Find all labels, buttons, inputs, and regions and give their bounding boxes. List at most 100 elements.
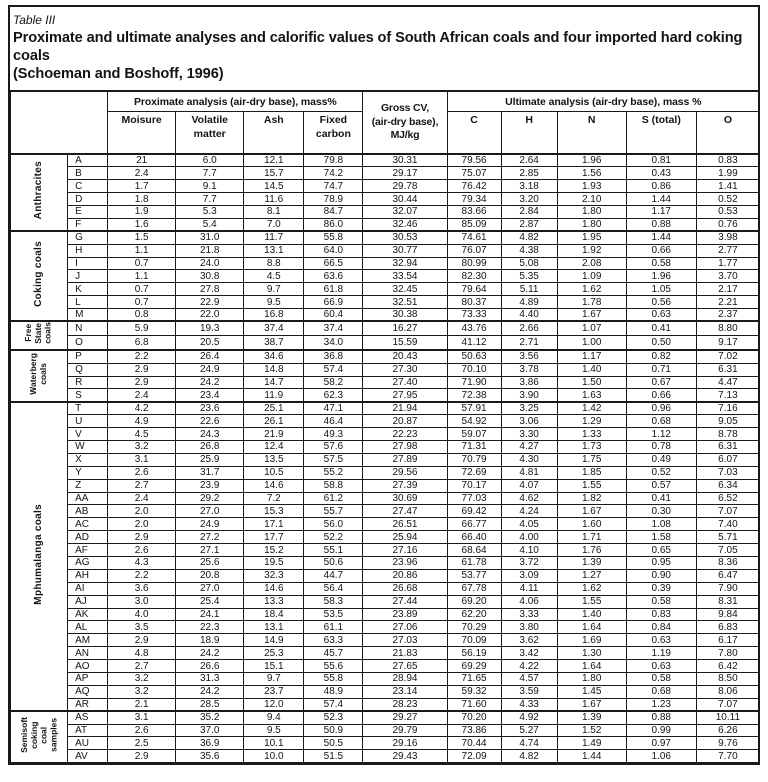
cell-nitrogen: 1.67 xyxy=(556,504,627,519)
cell-nitrogen: 1.50 xyxy=(556,375,627,390)
cell-ash: 15.3 xyxy=(243,504,305,519)
cell-carbon: 77.03 xyxy=(446,491,502,506)
cell-moisture: 4.3 xyxy=(107,555,177,570)
cell-carbon: 70.79 xyxy=(446,452,502,467)
row-id: M xyxy=(67,308,109,322)
cell-moisture: 3.2 xyxy=(107,671,177,686)
cell-hydrogen: 4.22 xyxy=(500,659,558,673)
cell-ash: 12.0 xyxy=(243,697,305,712)
cell-sulphur-total: 0.88 xyxy=(625,710,697,725)
row-id: D xyxy=(67,192,109,206)
cell-carbon: 79.64 xyxy=(446,282,502,297)
cell-sulphur-total: 0.56 xyxy=(625,295,697,310)
header-sub-row: Moisure Volatile matter Ash Fixed carbon… xyxy=(11,111,761,155)
row-id: AQ xyxy=(67,684,109,699)
row-id: Y xyxy=(67,465,109,480)
cell-hydrogen: 4.10 xyxy=(500,543,558,557)
cell-nitrogen: 1.60 xyxy=(556,517,627,532)
cell-ash: 11.6 xyxy=(243,192,305,206)
cell-nitrogen: 1.76 xyxy=(556,543,627,557)
cell-oxygen: 6.31 xyxy=(695,362,761,377)
cell-moisture: 2.9 xyxy=(107,375,177,390)
cell-fixed-carbon: 37.4 xyxy=(303,320,364,337)
cell-ash: 34.6 xyxy=(243,349,305,364)
cell-volatile-matter: 25.6 xyxy=(175,555,245,570)
table-row: AT 2.6 37.0 9.5 50.9 29.79 73.86 5.27 1.52 0.99 6.… xyxy=(11,723,761,738)
cell-gross-cv: 23.96 xyxy=(362,555,448,570)
cell-hydrogen: 3.62 xyxy=(500,633,558,648)
cell-sulphur-total: 0.49 xyxy=(625,452,697,467)
cell-moisture: 2.9 xyxy=(107,530,177,545)
cell-nitrogen: 1.30 xyxy=(556,646,627,661)
cell-ash: 9.7 xyxy=(243,282,305,297)
cell-gross-cv: 29.79 xyxy=(362,723,448,738)
row-group-label: Anthracites xyxy=(9,152,69,232)
header-fixed-carbon: Fixed carbon xyxy=(303,111,364,155)
cell-hydrogen: 2.66 xyxy=(500,320,558,337)
cell-gross-cv: 33.54 xyxy=(362,269,448,284)
cell-oxygen: 7.02 xyxy=(695,349,761,364)
cell-nitrogen: 1.56 xyxy=(556,166,627,181)
cell-volatile-matter: 24.0 xyxy=(175,256,245,271)
cell-fixed-carbon: 57.4 xyxy=(303,697,364,712)
table-row: Coking coals G 1.5 31.0 11.7 55.8 30.53 74.61 4.… xyxy=(9,230,761,322)
cell-fixed-carbon: 47.1 xyxy=(303,400,364,416)
cell-oxygen: 7.13 xyxy=(695,388,761,403)
cell-fixed-carbon: 61.8 xyxy=(303,282,364,297)
cell-volatile-matter: 24.3 xyxy=(175,427,245,441)
cell-carbon: 70.10 xyxy=(446,362,502,377)
row-id: Z xyxy=(67,478,109,493)
row-id: AO xyxy=(67,659,109,673)
cell-sulphur-total: 0.88 xyxy=(625,217,697,232)
cell-nitrogen: 1.63 xyxy=(556,388,627,403)
table-row: AH 2.2 20.8 32.3 44.7 20.86 53.77 3.09 1.27 0.90 6… xyxy=(11,568,761,583)
cell-nitrogen: 1.64 xyxy=(556,620,627,635)
cell-ash: 26.1 xyxy=(243,414,305,429)
table-row: Mphumalanga coals T 4.2 23.6 25.1 47.1 21.94 57… xyxy=(9,400,761,712)
cell-carbon: 82.30 xyxy=(446,269,502,284)
cell-hydrogen: 4.74 xyxy=(500,736,558,751)
table-row: AD 2.9 27.2 17.7 52.2 25.94 66.40 4.00 1.71 1.58 5… xyxy=(11,530,761,545)
cell-moisture: 0.7 xyxy=(107,256,177,271)
cell-carbon: 72.38 xyxy=(446,388,502,403)
cell-carbon: 69.20 xyxy=(446,594,502,609)
cell-hydrogen: 2.71 xyxy=(500,335,558,351)
cell-carbon: 85.09 xyxy=(446,217,502,232)
cell-hydrogen: 4.11 xyxy=(500,581,558,596)
cell-volatile-matter: 31.7 xyxy=(175,465,245,480)
cell-nitrogen: 1.44 xyxy=(556,749,627,764)
cell-sulphur-total: 0.90 xyxy=(625,568,697,583)
cell-fixed-carbon: 56.4 xyxy=(303,581,364,596)
cell-volatile-matter: 24.2 xyxy=(175,646,245,661)
cell-oxygen: 8.36 xyxy=(695,555,761,570)
cell-volatile-matter: 22.9 xyxy=(175,295,245,310)
cell-ash: 11.9 xyxy=(243,388,305,403)
cell-ash: 10.5 xyxy=(243,465,305,480)
cell-fixed-carbon: 66.9 xyxy=(303,295,364,310)
table-row: Semisoft coking coal samples AS 3.1 35.2 9.4… xyxy=(9,710,761,764)
cell-sulphur-total: 1.23 xyxy=(625,697,697,712)
cell-gross-cv: 29.16 xyxy=(362,736,448,751)
cell-gross-cv: 30.38 xyxy=(362,308,448,322)
cell-sulphur-total: 0.71 xyxy=(625,362,697,377)
cell-fixed-carbon: 64.0 xyxy=(303,243,364,258)
cell-volatile-matter: 35.2 xyxy=(175,710,245,725)
cell-oxygen: 6.17 xyxy=(695,633,761,648)
cell-carbon: 59.07 xyxy=(446,427,502,441)
cell-volatile-matter: 27.0 xyxy=(175,504,245,519)
cell-nitrogen: 1.09 xyxy=(556,269,627,284)
cell-hydrogen: 4.92 xyxy=(500,710,558,725)
header-volatile-matter: Volatile matter xyxy=(175,111,245,155)
cell-gross-cv: 29.17 xyxy=(362,166,448,181)
cell-volatile-matter: 37.0 xyxy=(175,723,245,738)
cell-nitrogen: 1.92 xyxy=(556,243,627,258)
cell-oxygen: 8.06 xyxy=(695,684,761,699)
cell-oxygen: 4.47 xyxy=(695,375,761,390)
cell-fixed-carbon: 84.7 xyxy=(303,204,364,219)
table-row: AF 2.6 27.1 15.2 55.1 27.16 68.64 4.10 1.76 0.65 7… xyxy=(11,543,761,557)
row-group-label: Waterberg coals xyxy=(9,349,69,403)
cell-volatile-matter: 24.9 xyxy=(175,517,245,532)
cell-fixed-carbon: 62.3 xyxy=(303,388,364,403)
cell-oxygen: 3.70 xyxy=(695,269,761,284)
